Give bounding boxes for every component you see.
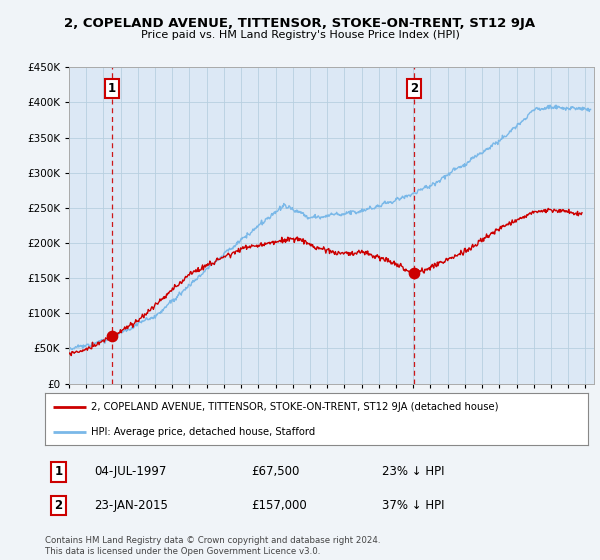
Text: Price paid vs. HM Land Registry's House Price Index (HPI): Price paid vs. HM Land Registry's House … [140, 30, 460, 40]
Text: HPI: Average price, detached house, Stafford: HPI: Average price, detached house, Staf… [91, 427, 316, 437]
Point [107, 332, 117, 340]
Text: 37% ↓ HPI: 37% ↓ HPI [382, 499, 444, 512]
Text: 1: 1 [55, 465, 62, 478]
Text: Contains HM Land Registry data © Crown copyright and database right 2024.
This d: Contains HM Land Registry data © Crown c… [45, 536, 380, 556]
Text: 2, COPELAND AVENUE, TITTENSOR, STOKE-ON-TRENT, ST12 9JA (detached house): 2, COPELAND AVENUE, TITTENSOR, STOKE-ON-… [91, 402, 499, 412]
Text: 23-JAN-2015: 23-JAN-2015 [94, 499, 168, 512]
Text: 2: 2 [55, 499, 62, 512]
Text: 2, COPELAND AVENUE, TITTENSOR, STOKE-ON-TRENT, ST12 9JA: 2, COPELAND AVENUE, TITTENSOR, STOKE-ON-… [64, 17, 536, 30]
Text: 1: 1 [108, 82, 116, 95]
Point [409, 269, 419, 278]
Text: 23% ↓ HPI: 23% ↓ HPI [382, 465, 444, 478]
Text: £67,500: £67,500 [251, 465, 300, 478]
Text: 04-JUL-1997: 04-JUL-1997 [94, 465, 166, 478]
Text: £157,000: £157,000 [251, 499, 307, 512]
Text: 2: 2 [410, 82, 418, 95]
